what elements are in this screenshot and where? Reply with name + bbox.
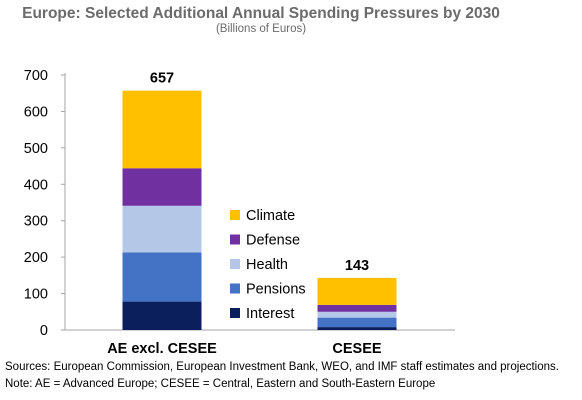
legend-swatch-defense — [230, 234, 240, 245]
y-tick-label: 600 — [24, 104, 48, 120]
x-category-label: CESEE — [332, 341, 381, 357]
bar-segment-health — [317, 311, 397, 318]
legend-label-interest: Interest — [246, 306, 294, 322]
y-tick-label: 400 — [24, 177, 48, 193]
total-data-label: 143 — [345, 258, 369, 274]
note-footnote: Note: AE = Advanced Europe; CESEE = Cent… — [5, 378, 436, 390]
y-tick-label: 300 — [24, 214, 48, 230]
bar-segment-defense — [122, 168, 202, 206]
legend-label-pensions: Pensions — [246, 282, 306, 298]
legend-swatch-interest — [230, 308, 240, 318]
chart-subtitle: (Billions of Euros) — [215, 23, 307, 35]
bar-segment-climate — [317, 277, 397, 305]
bar-segment-interest — [122, 301, 202, 330]
bar-segment-pensions — [317, 317, 397, 328]
x-category-label: AE excl. CESEE — [107, 341, 217, 357]
legend-label-health: Health — [246, 257, 288, 273]
legend-swatch-health — [230, 259, 240, 269]
total-data-label: 657 — [150, 71, 174, 87]
legend-swatch-pensions — [230, 283, 240, 294]
sources-footnote: Sources: European Commission, European I… — [5, 361, 559, 373]
bar-segment-climate — [122, 90, 202, 169]
y-tick-label: 200 — [24, 250, 48, 266]
chart-title: Europe: Selected Additional Annual Spend… — [22, 5, 500, 22]
legend-label-defense: Defense — [246, 233, 300, 249]
y-tick-label: 500 — [24, 141, 48, 157]
legend-swatch-climate — [230, 210, 240, 220]
legend-label-climate: Climate — [246, 208, 295, 224]
bar-segment-health — [122, 205, 202, 253]
y-tick-label: 700 — [24, 68, 48, 84]
y-tick-label: 0 — [40, 323, 48, 339]
bar-segment-defense — [317, 304, 397, 312]
bar-segment-interest — [317, 327, 397, 330]
stacked-bar-chart: 0 100 200 300 400 500 600 700 657 AE excl. CESEE 1… — [24, 68, 455, 357]
bar-segment-pensions — [122, 252, 202, 302]
y-tick-label: 100 — [24, 287, 48, 303]
